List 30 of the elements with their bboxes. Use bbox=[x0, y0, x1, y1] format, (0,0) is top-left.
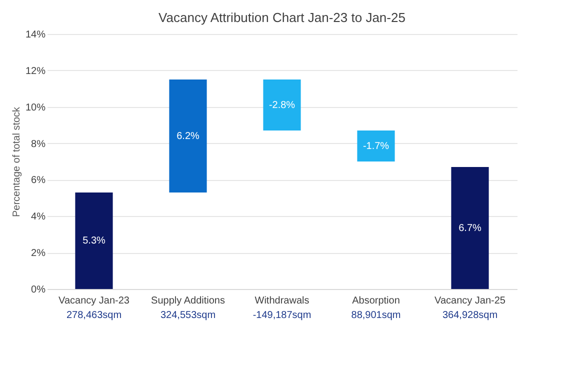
x-tick-label: Vacancy Jan-23 bbox=[58, 296, 130, 306]
data-label: 5.3% bbox=[82, 236, 106, 247]
y-axis-title: Percentage of total stock bbox=[11, 106, 22, 218]
y-tick-label: 2% bbox=[31, 248, 46, 260]
y-tick-label: 0% bbox=[31, 284, 46, 296]
y-tick-label: 14% bbox=[25, 30, 46, 40]
text: 364,928sqm bbox=[442, 310, 498, 321]
y-tick-label: 6% bbox=[31, 175, 46, 186]
chart-title: Vacancy Attribution Chart Jan-23 to Jan-25 bbox=[158, 10, 406, 25]
bar bbox=[169, 80, 207, 192]
x-tick-label: Supply Additions bbox=[151, 296, 225, 306]
y-tick-label: 12% bbox=[25, 66, 46, 77]
y-tick-label: 8% bbox=[31, 138, 46, 150]
data-label: 6.2% bbox=[176, 131, 200, 142]
data-label: -1.7% bbox=[362, 141, 390, 152]
bar bbox=[357, 130, 395, 162]
bar bbox=[451, 166, 489, 289]
text: 278,463sqm bbox=[66, 310, 122, 321]
text: -149,187sqm bbox=[252, 310, 312, 321]
text: 88,901sqm bbox=[351, 310, 401, 321]
x-tick-label: Vacancy Jan-25 bbox=[434, 296, 506, 306]
bar bbox=[263, 80, 301, 131]
text: 324,553sqm bbox=[160, 310, 216, 321]
bar bbox=[75, 192, 113, 289]
data-label: -2.8% bbox=[268, 100, 296, 112]
y-tick-label: 10% bbox=[25, 102, 46, 114]
data-label: 6.7% bbox=[458, 222, 482, 234]
x-tick-label: Withdrawals bbox=[254, 296, 310, 306]
x-tick-label: Absorption bbox=[352, 296, 400, 306]
y-tick-label: 4% bbox=[31, 212, 46, 223]
